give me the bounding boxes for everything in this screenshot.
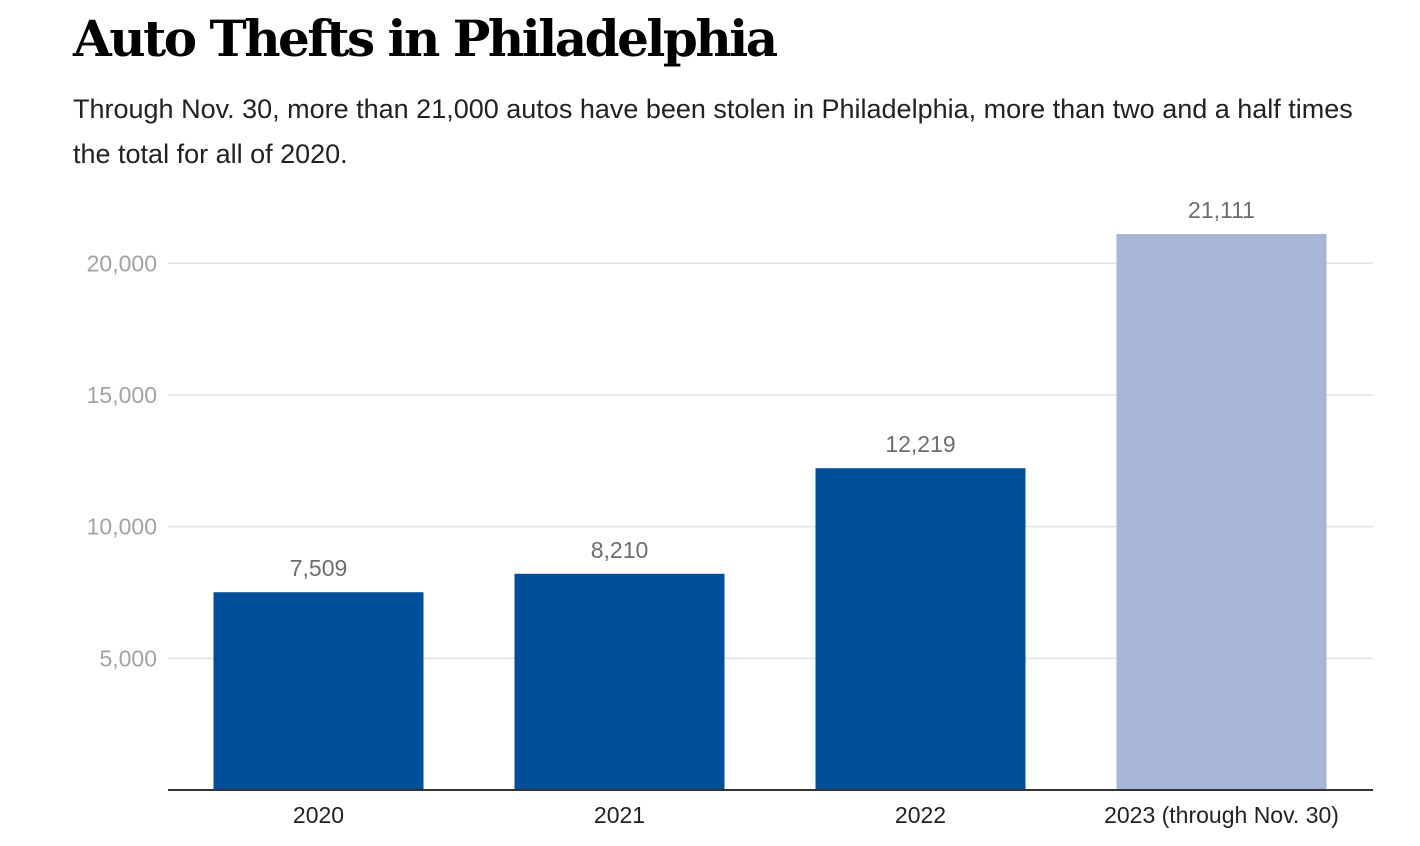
bar xyxy=(514,573,725,790)
y-tick-label: 15,000 xyxy=(87,382,157,408)
bar xyxy=(815,468,1026,790)
value-label: 21,111 xyxy=(1188,197,1255,223)
x-tick-label: 2020 xyxy=(293,802,344,828)
y-tick-label: 20,000 xyxy=(87,250,157,276)
x-tick-label: 2022 xyxy=(895,802,946,828)
value-label: 8,210 xyxy=(591,537,649,563)
x-axis-labels: 2020 2021 2022 2023 (through Nov. 30) xyxy=(293,802,1339,828)
x-tick-label: 2021 xyxy=(594,802,645,828)
x-tick-label: 2023 (through Nov. 30) xyxy=(1104,802,1339,828)
bars xyxy=(213,234,1327,790)
bar xyxy=(213,592,424,790)
chart-subtitle: Through Nov. 30, more than 21,000 autos … xyxy=(73,94,1353,169)
y-tick-label: 10,000 xyxy=(87,514,157,540)
value-labels: 7,509 8,210 12,219 21,111 xyxy=(290,197,1255,581)
y-tick-label: 5,000 xyxy=(99,645,157,671)
y-axis-labels: 5,000 10,000 15,000 20,000 xyxy=(87,250,157,671)
value-label: 12,219 xyxy=(885,431,955,457)
value-label: 7,509 xyxy=(290,555,348,581)
chart-title: Auto Thefts in Philadelphia xyxy=(73,9,778,68)
bar xyxy=(1116,234,1327,790)
